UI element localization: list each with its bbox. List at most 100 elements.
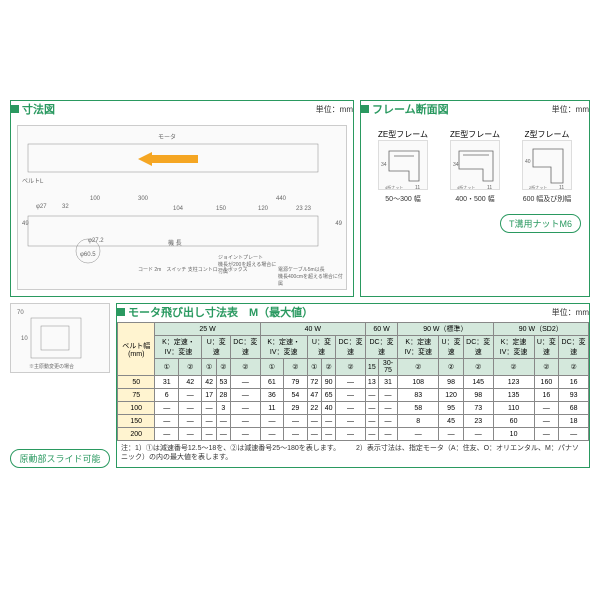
value-cell: — xyxy=(336,402,366,415)
sub-header: DC：変速 xyxy=(559,336,589,359)
value-cell: — xyxy=(231,376,261,389)
value-cell: 16 xyxy=(559,376,589,389)
cross-body: ZE型フレーム 344桁ナット11 50～300 幅 ZE型フレーム 344桁ナ… xyxy=(361,119,589,214)
value-cell: — xyxy=(231,402,261,415)
value-cell: — xyxy=(463,428,493,441)
value-cell: 54 xyxy=(284,389,308,402)
cross-title: フレーム断面図 xyxy=(372,101,449,117)
value-cell: — xyxy=(284,428,308,441)
slide-panel: 70 10 ※主原動変更の場合 原動部スライド可能 xyxy=(10,303,110,468)
value-cell: 145 xyxy=(463,376,493,389)
profile-ze1: ZE型フレーム 344桁ナット11 50～300 幅 xyxy=(378,129,428,204)
circled-header: ② xyxy=(559,359,589,376)
square-icon xyxy=(11,105,19,113)
value-cell: — xyxy=(260,428,284,441)
sub-header: DC：変速 xyxy=(365,336,397,359)
value-cell: 10 xyxy=(493,428,534,441)
value-cell: — xyxy=(559,428,589,441)
square-icon xyxy=(117,308,125,316)
value-cell: — xyxy=(216,428,230,441)
value-cell: — xyxy=(178,428,202,441)
circled-header: ② xyxy=(398,359,439,376)
belt-cell: 150 xyxy=(118,415,155,428)
slide-drawing: 70 10 ※主原動変更の場合 xyxy=(10,303,110,373)
value-cell: 11 xyxy=(260,402,284,415)
value-cell: 98 xyxy=(439,376,464,389)
sub-header: K：定速・IV：変速 xyxy=(260,336,307,359)
value-cell: — xyxy=(155,415,179,428)
circled-header: ② xyxy=(463,359,493,376)
svg-text:11: 11 xyxy=(487,185,492,190)
value-cell: 58 xyxy=(398,402,439,415)
table-row: 200———————————————10—— xyxy=(118,428,589,441)
value-cell: — xyxy=(260,415,284,428)
value-cell: — xyxy=(336,415,366,428)
svg-text:4桁ナット: 4桁ナット xyxy=(457,184,475,190)
sub-header: U：変速 xyxy=(307,336,336,359)
value-cell: — xyxy=(284,415,308,428)
sub-header: DC：変速 xyxy=(231,336,261,359)
value-cell: 16 xyxy=(534,389,559,402)
value-cell: 47 xyxy=(307,389,321,402)
value-cell: 68 xyxy=(559,402,589,415)
svg-text:10: 10 xyxy=(21,336,28,342)
svg-text:2桁ナット: 2桁ナット xyxy=(529,184,547,190)
wattage-header: 60 W xyxy=(365,323,397,336)
table-row: K：定速・IV：変速 U：変速 DC：変速 K：定速・IV：変速 U：変速 DC… xyxy=(118,336,589,359)
sub-header: K：定速 IV：変速 xyxy=(398,336,439,359)
cross-section-panel: フレーム断面図 単位：mm ZE型フレーム 344桁ナット11 50～300 幅… xyxy=(360,100,590,297)
circled-header: ② xyxy=(534,359,559,376)
circled-header: ② xyxy=(216,359,230,376)
table-row: ①②①②②①②①②②1530-75②②②②②② xyxy=(118,359,589,376)
value-cell: — xyxy=(231,428,261,441)
cross-unit: 単位：mm xyxy=(552,104,589,115)
profiles-row: ZE型フレーム 344桁ナット11 50～300 幅 ZE型フレーム 344桁ナ… xyxy=(365,123,585,210)
table-header: モータ飛び出し寸法表 M（最大値） 単位：mm xyxy=(117,304,589,320)
value-cell: — xyxy=(216,415,230,428)
circled-header: 15 xyxy=(365,359,378,376)
value-cell: 42 xyxy=(178,376,202,389)
bottom-row: 70 10 ※主原動変更の場合 原動部スライド可能 モータ飛び出し寸法表 M（最… xyxy=(10,303,590,468)
value-cell: — xyxy=(365,402,378,415)
profile-name: Z型フレーム xyxy=(522,129,572,140)
value-cell: 108 xyxy=(398,376,439,389)
sketch-lines-icon xyxy=(18,126,346,289)
belt-cell: 50 xyxy=(118,376,155,389)
profile-name: ZE型フレーム xyxy=(450,129,500,140)
value-cell: — xyxy=(378,428,397,441)
table-row: ベルト幅 (mm) 25 W 40 W 60 W 90 W（標準） 90 W（S… xyxy=(118,323,589,336)
circled-header: ① xyxy=(260,359,284,376)
motor-table-panel: モータ飛び出し寸法表 M（最大値） 単位：mm ベルト幅 (mm) 25 W 4… xyxy=(116,303,590,468)
value-cell: 29 xyxy=(284,402,308,415)
value-cell: 83 xyxy=(398,389,439,402)
value-cell: 3 xyxy=(216,402,230,415)
value-cell: — xyxy=(202,415,216,428)
dim-body: モータ ベルトL φ27 32 100 300 104 150 120 440 … xyxy=(11,119,353,296)
main-drawing: モータ ベルトL φ27 32 100 300 104 150 120 440 … xyxy=(17,125,347,290)
table-row: 5031424253—61797290—13311089814512316016 xyxy=(118,376,589,389)
value-cell: — xyxy=(378,389,397,402)
cross-header: フレーム断面図 単位：mm xyxy=(361,101,589,117)
circled-header: ② xyxy=(321,359,335,376)
value-cell: — xyxy=(534,428,559,441)
wattage-header: 40 W xyxy=(260,323,365,336)
circled-header: ② xyxy=(284,359,308,376)
dim-header: 寸法図 単位：mm xyxy=(11,101,353,117)
dim-title: 寸法図 xyxy=(22,101,55,117)
circled-header: ② xyxy=(336,359,366,376)
value-cell: 42 xyxy=(202,376,216,389)
value-cell: — xyxy=(534,415,559,428)
square-icon xyxy=(361,105,369,113)
value-cell: 8 xyxy=(398,415,439,428)
sub-header: K：定速 IV：変速 xyxy=(493,336,534,359)
value-cell: 23 xyxy=(463,415,493,428)
circled-header: ② xyxy=(493,359,534,376)
value-cell: 60 xyxy=(493,415,534,428)
slide-label: 原動部スライド可能 xyxy=(10,449,110,468)
value-cell: — xyxy=(155,402,179,415)
sub-header: U：変速 xyxy=(202,336,231,359)
value-cell: 120 xyxy=(439,389,464,402)
dim-unit: 単位：mm xyxy=(316,104,353,115)
svg-text:70: 70 xyxy=(17,310,24,316)
belt-cell: 100 xyxy=(118,402,155,415)
